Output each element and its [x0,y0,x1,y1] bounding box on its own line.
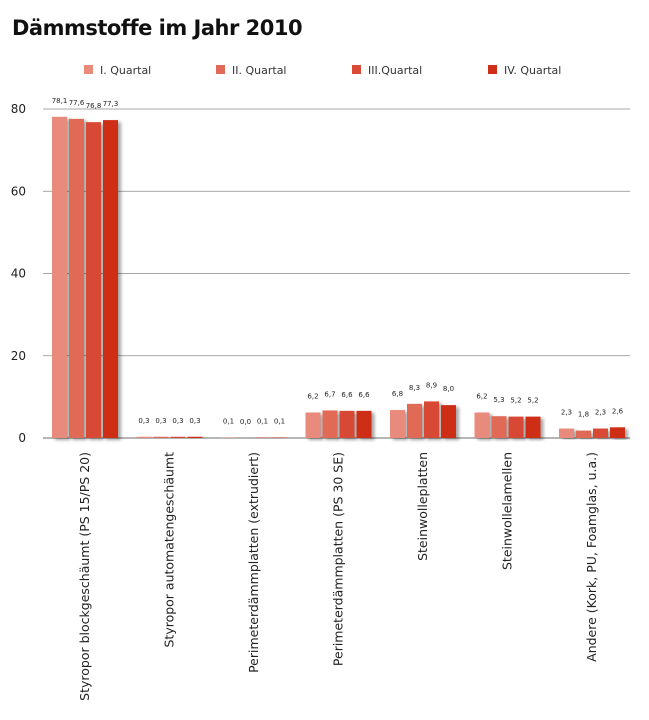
bar [136,436,152,438]
data-label: 76,8 [86,102,102,110]
data-label: 77,3 [103,100,119,108]
data-label: 6,7 [324,390,335,398]
y-tick-label: 20 [11,349,26,363]
data-label: 5,2 [510,397,521,405]
data-label: 0,3 [138,417,149,425]
data-label: 8,3 [409,384,420,392]
y-tick-label: 80 [11,102,26,116]
y-tick-label: 0 [18,431,26,445]
bar [441,405,456,438]
category-label: Perimeterdämmplatten (extrudiert) [246,452,261,673]
y-tick-label: 40 [11,267,26,281]
bar [525,416,541,438]
data-label: 8,9 [426,381,437,389]
data-label: 6,6 [358,391,370,399]
bar [322,410,338,438]
category-label: Styropor automatengeschäumt [162,452,177,648]
bar [69,118,84,439]
bar [559,428,574,438]
legend-swatch [352,65,361,74]
category-label: Styropor blockgeschäumt (PS 15/PS 20) [77,452,92,701]
category-label: Steinwollelamellen [500,452,515,570]
bars [52,116,625,439]
data-label: 6,2 [476,393,487,401]
bar [407,403,422,438]
data-label: 77,6 [69,99,85,107]
data-label: 78,1 [52,97,68,105]
legend-label: III.Quartal [368,64,422,77]
data-label: 0,3 [189,417,200,425]
y-axis-ticks: 0 20 40 60 80 [11,102,26,445]
data-label: 0,1 [274,418,285,426]
category-label: Steinwolleplatten [415,452,430,561]
bar [86,122,101,438]
data-label: 2,3 [595,409,606,417]
legend-swatch [216,65,225,74]
bar [103,120,118,438]
legend: I. Quartal II. Quartal III.Quartal IV. Quar… [84,64,561,77]
grid-lines [43,108,630,439]
data-label: 0,0 [240,418,251,426]
data-label: 5,3 [493,396,504,404]
data-label: 1,8 [578,411,589,419]
bar [491,416,507,438]
bar [187,436,203,438]
data-label: 6,6 [341,391,353,399]
category-label: Perimeterdämmplatten (PS 30 SE) [331,452,346,666]
data-label: 6,2 [307,393,318,401]
data-label: 0,1 [257,418,268,426]
bar [339,410,355,438]
data-label: 5,2 [527,397,538,405]
legend-label: IV. Quartal [504,64,561,77]
bar [153,436,169,438]
data-label: 0,1 [223,418,234,426]
data-label: 8,0 [443,385,454,393]
bar [424,401,439,438]
bar [356,410,372,438]
bar [593,428,608,438]
bar [610,427,625,438]
data-labels: 78,1 0,3 0,1 6,2 6,8 6,2 2,3 77,6 0,3 0,0 6,7 8,3 5,… [52,97,624,426]
bar [474,412,490,438]
data-label: 2,3 [561,409,572,417]
y-tick-label: 60 [11,184,26,198]
bar [508,416,524,438]
legend-label: I. Quartal [100,64,151,77]
data-label: 0,3 [172,417,183,425]
legend-label: II. Quartal [232,64,286,77]
bar [170,436,186,438]
bar [305,412,321,438]
data-label: 0,3 [155,417,166,425]
legend-swatch [488,65,497,74]
bar [52,116,67,438]
legend-swatch [84,65,93,74]
chart-title: Dämmstoffe im Jahr 2010 [12,16,303,40]
data-label: 6,8 [392,390,403,398]
bar [576,430,591,438]
category-labels: Styropor blockgeschäumt (PS 15/PS 20) Sty… [77,452,599,701]
bar [390,410,405,438]
category-label: Andere (Kork, PU, Foamglas, u.a.) [584,452,599,662]
data-label: 2,6 [612,407,624,415]
